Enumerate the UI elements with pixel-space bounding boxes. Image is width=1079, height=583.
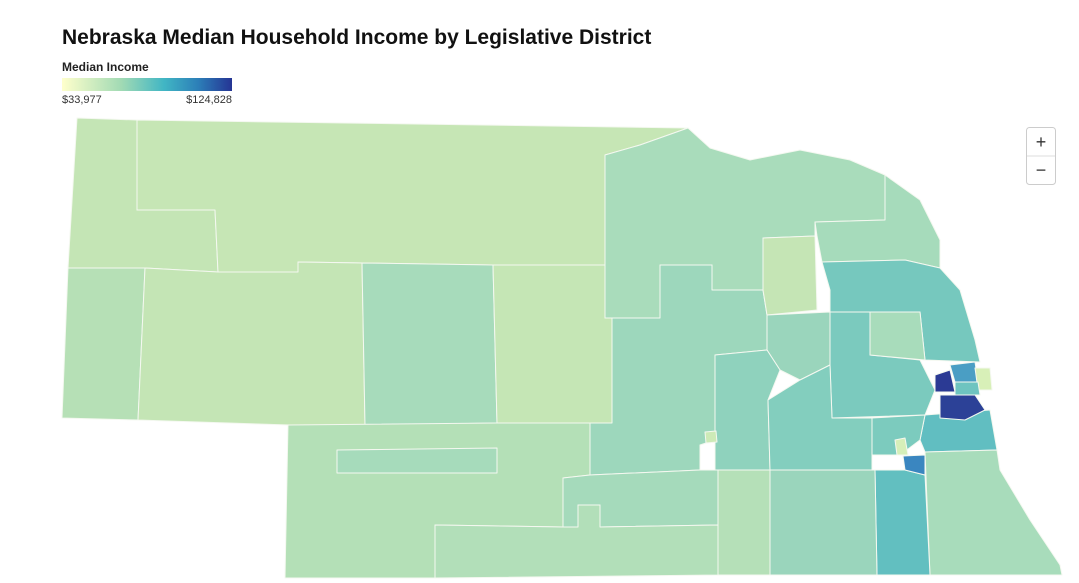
zoom-control: + −	[1026, 127, 1056, 185]
district[interactable]	[869, 311, 926, 361]
legend-min: $33,977	[62, 94, 102, 106]
district[interactable]	[871, 414, 926, 456]
district[interactable]	[954, 381, 981, 396]
district[interactable]	[769, 469, 878, 576]
district[interactable]	[704, 430, 718, 444]
district[interactable]	[361, 262, 498, 426]
zoom-out[interactable]: −	[1036, 160, 1047, 180]
district[interactable]	[61, 267, 146, 421]
districts	[61, 117, 1063, 579]
district[interactable]	[902, 454, 926, 476]
legend-gradient	[62, 78, 232, 91]
legend-title: Median Income	[62, 60, 149, 74]
district[interactable]	[924, 449, 1063, 576]
district[interactable]	[336, 447, 498, 474]
district[interactable]	[762, 235, 818, 316]
district[interactable]	[821, 259, 981, 363]
district[interactable]	[717, 469, 771, 576]
map-title: Nebraska Median Household Income by Legi…	[62, 26, 651, 49]
district[interactable]	[137, 261, 366, 426]
district[interactable]	[434, 504, 719, 579]
district[interactable]	[874, 469, 931, 576]
district[interactable]	[894, 437, 909, 456]
district[interactable]	[949, 361, 979, 383]
zoom-in[interactable]: +	[1036, 132, 1047, 152]
district[interactable]	[492, 264, 613, 424]
legend-max: $124,828	[186, 94, 232, 106]
